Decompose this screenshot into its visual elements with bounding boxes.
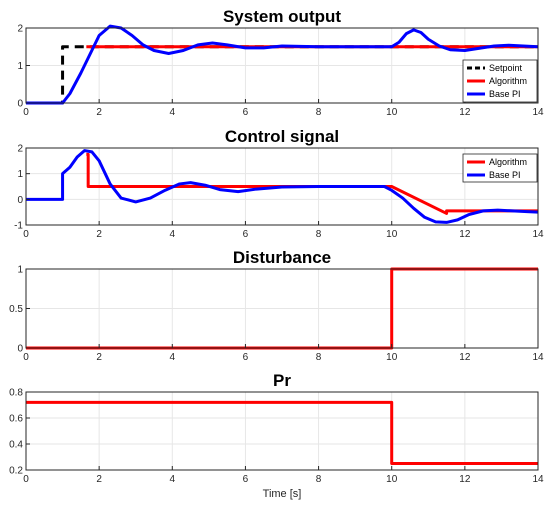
x-tick-label: 14 xyxy=(532,474,544,485)
x-tick-label: 6 xyxy=(243,352,249,363)
x-tick-label: 14 xyxy=(532,352,544,363)
series-setpoint-line xyxy=(26,45,538,105)
x-tick-label: 2 xyxy=(96,107,102,118)
legend-label: Setpoint xyxy=(489,63,523,73)
legend: Algorithm Base PI xyxy=(462,153,538,183)
y-tick-label: 0 xyxy=(17,195,23,206)
x-axis-label: Time [s] xyxy=(263,488,302,500)
y-tick-label: 0.8 xyxy=(9,388,23,399)
legend-label: Base PI xyxy=(489,170,521,180)
y-tick-label: 1 xyxy=(17,169,23,180)
x-tick-label: 12 xyxy=(459,474,471,485)
y-tick-label: 0 xyxy=(17,99,23,110)
series-base-pi-line xyxy=(26,24,539,105)
legend-label: Algorithm xyxy=(489,76,527,86)
subplot-title: Pr xyxy=(273,371,291,390)
x-tick-label: 0 xyxy=(23,229,29,240)
legend: Setpoint Algorithm Base PI xyxy=(462,59,538,103)
x-tick-label: 0 xyxy=(23,107,29,118)
series-algorithm-line xyxy=(86,152,538,215)
x-tick-label: 8 xyxy=(316,107,322,118)
x-tick-label: 6 xyxy=(243,474,249,485)
x-tick-label: 10 xyxy=(386,474,398,485)
x-tick-label: 12 xyxy=(459,107,471,118)
y-tick-label: 0.5 xyxy=(9,304,23,315)
x-tick-label: 8 xyxy=(316,229,322,240)
x-tick-label: 6 xyxy=(243,107,249,118)
x-tick-label: 2 xyxy=(96,229,102,240)
x-tick-label: 8 xyxy=(316,352,322,363)
y-tick-label: 1 xyxy=(17,265,23,276)
y-tick-label: 2 xyxy=(17,144,23,155)
axes-box xyxy=(25,391,539,471)
y-tick-label: 1 xyxy=(17,61,23,72)
x-tick-label: 12 xyxy=(459,229,471,240)
x-tick-label: 14 xyxy=(532,229,544,240)
y-tick-label: 0.2 xyxy=(9,466,23,477)
legend-label: Algorithm xyxy=(489,157,527,167)
y-tick-label: 0 xyxy=(17,344,23,355)
x-tick-label: 4 xyxy=(170,474,176,485)
y-tick-label: 0.6 xyxy=(9,414,23,425)
x-tick-label: 0 xyxy=(23,474,29,485)
series-line1-line xyxy=(26,400,538,465)
x-tick-label: 0 xyxy=(23,352,29,363)
subplot-title: System output xyxy=(223,7,341,26)
axes-box xyxy=(25,147,539,226)
subplot-title: Disturbance xyxy=(233,248,331,267)
x-tick-label: 10 xyxy=(386,229,398,240)
legend-label: Base PI xyxy=(489,89,521,99)
subplot-4: 0 2 4 6 8 10 12 14 0.2 0.4 0.6 0.8 Pr Time [s] xyxy=(9,371,544,500)
x-tick-label: 2 xyxy=(96,352,102,363)
y-tick-label: 0.4 xyxy=(9,440,23,451)
x-tick-label: 14 xyxy=(532,107,544,118)
x-tick-label: 8 xyxy=(316,474,322,485)
series-base-pi-line xyxy=(26,149,539,224)
y-tick-label: -1 xyxy=(14,221,23,232)
x-tick-label: 4 xyxy=(170,107,176,118)
x-tick-label: 4 xyxy=(170,352,176,363)
subplot-3: 0 2 4 6 8 10 12 14 0 0.5 1 Disturbance xyxy=(9,248,544,363)
subplot-title: Control signal xyxy=(225,127,339,146)
x-tick-label: 10 xyxy=(386,352,398,363)
legend-box xyxy=(462,153,538,183)
y-tick-label: 2 xyxy=(17,24,23,35)
x-tick-label: 12 xyxy=(459,352,471,363)
x-tick-label: 6 xyxy=(243,229,249,240)
x-tick-label: 10 xyxy=(386,107,398,118)
x-tick-label: 4 xyxy=(170,229,176,240)
x-tick-label: 2 xyxy=(96,474,102,485)
